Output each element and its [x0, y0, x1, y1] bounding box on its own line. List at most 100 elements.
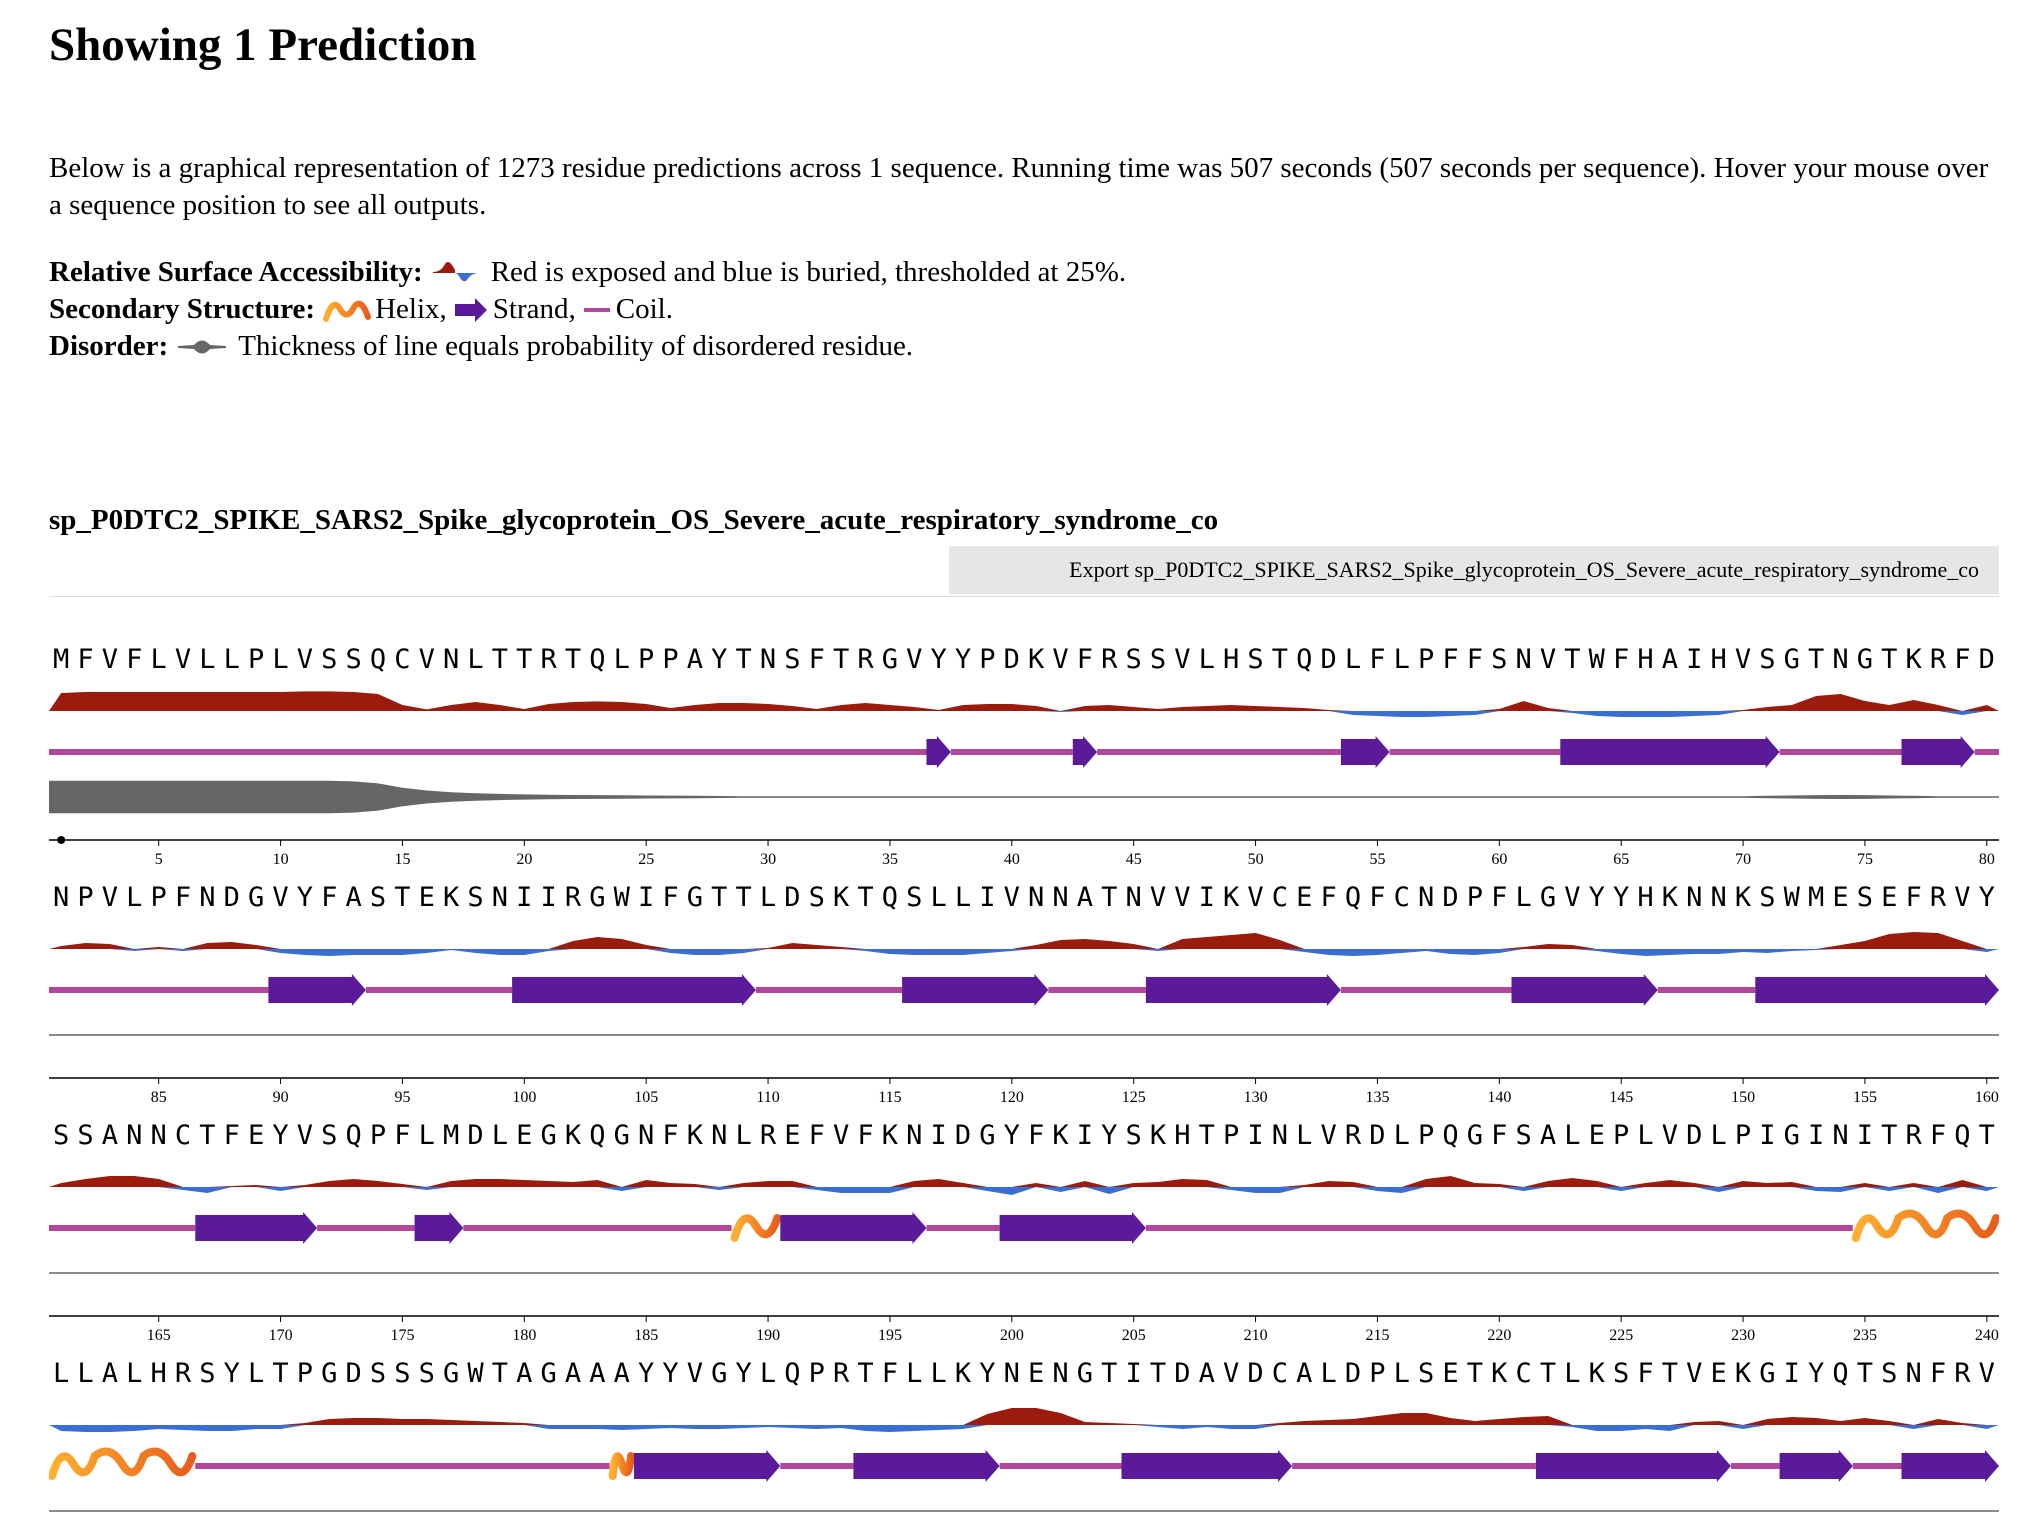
residue-letter[interactable]: T: [1881, 1120, 1897, 1151]
residue-letter[interactable]: F: [662, 1120, 678, 1151]
residue-letter[interactable]: L: [931, 1358, 947, 1389]
coil-segment[interactable]: [755, 987, 903, 993]
residue-letter[interactable]: Y: [1004, 1120, 1020, 1151]
residue-letter[interactable]: N: [1686, 882, 1702, 913]
residue-letter[interactable]: G: [1784, 1120, 1800, 1151]
residue-letter[interactable]: Q: [370, 644, 386, 675]
residue-letter[interactable]: G: [589, 882, 605, 913]
residue-letter[interactable]: L: [1345, 644, 1361, 675]
residue-letter[interactable]: V: [906, 644, 922, 675]
residue-letter[interactable]: I: [1759, 1120, 1775, 1151]
residue-letter[interactable]: S: [1126, 644, 1142, 675]
strand-arrow[interactable]: [268, 974, 366, 1006]
residue-letter[interactable]: R: [1954, 1358, 1971, 1389]
residue-letter[interactable]: N: [1028, 882, 1044, 913]
residue-letter[interactable]: S: [199, 1358, 215, 1389]
residue-letter[interactable]: N: [1272, 1120, 1288, 1151]
residue-letter[interactable]: D: [1247, 1358, 1263, 1389]
residue-letter[interactable]: P: [297, 1358, 313, 1389]
residue-letter[interactable]: A: [102, 1358, 118, 1389]
residue-letter[interactable]: T: [711, 882, 727, 913]
residue-letter[interactable]: A: [1540, 1120, 1556, 1151]
residue-letter[interactable]: M: [1808, 882, 1824, 913]
residue-letter[interactable]: S: [419, 1358, 435, 1389]
residue-letter[interactable]: T: [1808, 644, 1824, 675]
residue-letter[interactable]: F: [1077, 644, 1093, 675]
residue-letter[interactable]: L: [224, 644, 240, 675]
residue-letter[interactable]: K: [1735, 1358, 1752, 1389]
residue-letter[interactable]: L: [53, 1358, 69, 1389]
residue-letter[interactable]: H: [1223, 644, 1239, 675]
residue-letter[interactable]: F: [1930, 1120, 1946, 1151]
residue-letter[interactable]: S: [1759, 644, 1775, 675]
residue-letter[interactable]: Q: [1296, 644, 1312, 675]
residue-letter[interactable]: D: [1345, 1358, 1361, 1389]
residue-letter[interactable]: F: [1369, 644, 1385, 675]
residue-letter[interactable]: F: [175, 882, 191, 913]
residue-letter[interactable]: K: [1150, 1120, 1167, 1151]
strand-arrow[interactable]: [1072, 736, 1098, 768]
residue-letter[interactable]: N: [151, 1120, 167, 1151]
residue-letter[interactable]: I: [638, 882, 654, 913]
residue-letter[interactable]: Q: [1832, 1358, 1848, 1389]
residue-letter[interactable]: K: [1491, 1358, 1508, 1389]
residue-letter[interactable]: A: [346, 882, 362, 913]
residue-letter[interactable]: F: [1369, 882, 1385, 913]
helix-segment[interactable]: [730, 1214, 782, 1242]
residue-letter[interactable]: L: [1564, 1358, 1580, 1389]
residue-letter[interactable]: V: [297, 1120, 313, 1151]
residue-letter[interactable]: S: [1247, 644, 1263, 675]
residue-letter[interactable]: L: [1394, 644, 1410, 675]
residue-letter[interactable]: L: [736, 1120, 752, 1151]
residue-letter[interactable]: S: [1491, 644, 1507, 675]
residue-letter[interactable]: K: [882, 1120, 899, 1151]
coil-segment[interactable]: [999, 1463, 1122, 1469]
residue-letter[interactable]: P: [370, 1120, 386, 1151]
residue-letter[interactable]: I: [1784, 1358, 1800, 1389]
residue-letter[interactable]: R: [1930, 644, 1947, 675]
residue-letter[interactable]: S: [394, 1358, 410, 1389]
strand-arrow[interactable]: [1340, 736, 1390, 768]
residue-letter[interactable]: I: [1808, 1120, 1824, 1151]
residue-letter[interactable]: Y: [224, 1358, 240, 1389]
residue-letter[interactable]: H: [1174, 1120, 1190, 1151]
export-button[interactable]: Export sp_P0DTC2_SPIKE_SARS2_Spike_glyco…: [949, 546, 1999, 594]
residue-letter[interactable]: P: [1369, 1358, 1385, 1389]
residue-letter[interactable]: D: [1004, 644, 1020, 675]
coil-segment[interactable]: [1145, 1225, 1853, 1231]
residue-letter[interactable]: N: [1711, 882, 1727, 913]
residue-letter[interactable]: H: [1711, 644, 1727, 675]
residue-letter[interactable]: S: [784, 644, 800, 675]
residue-letter[interactable]: I: [1857, 1120, 1873, 1151]
residue-letter[interactable]: A: [1296, 1358, 1312, 1389]
residue-letter[interactable]: L: [1394, 1358, 1410, 1389]
coil-segment[interactable]: [463, 1225, 732, 1231]
strand-arrow[interactable]: [512, 974, 756, 1006]
coil-segment[interactable]: [365, 987, 513, 993]
residue-letter[interactable]: V: [1052, 644, 1068, 675]
residue-letter[interactable]: L: [1321, 1358, 1337, 1389]
residue-letter[interactable]: V: [1564, 882, 1580, 913]
residue-letter[interactable]: D: [1174, 1358, 1190, 1389]
residue-letter[interactable]: Q: [589, 1120, 605, 1151]
residue-letter[interactable]: L: [126, 882, 142, 913]
residue-letter[interactable]: P: [77, 882, 93, 913]
residue-letter[interactable]: Y: [1979, 882, 1995, 913]
residue-letter[interactable]: T: [394, 882, 410, 913]
coil-segment[interactable]: [1340, 987, 1512, 993]
residue-letter[interactable]: G: [687, 882, 703, 913]
strand-arrow[interactable]: [780, 1212, 927, 1244]
residue-letter[interactable]: N: [1004, 1358, 1020, 1389]
residue-letter[interactable]: V: [1174, 644, 1190, 675]
residue-letter[interactable]: G: [979, 1120, 995, 1151]
residue-letter[interactable]: H: [1637, 882, 1653, 913]
coil-segment[interactable]: [49, 987, 269, 993]
residue-letter[interactable]: V: [102, 644, 118, 675]
residue-letter[interactable]: A: [614, 1358, 630, 1389]
residue-letter[interactable]: N: [126, 1120, 142, 1151]
residue-letter[interactable]: D: [1442, 882, 1458, 913]
residue-letter[interactable]: V: [175, 644, 191, 675]
residue-letter[interactable]: T: [1979, 1120, 1995, 1151]
residue-letter[interactable]: Y: [1101, 1120, 1117, 1151]
